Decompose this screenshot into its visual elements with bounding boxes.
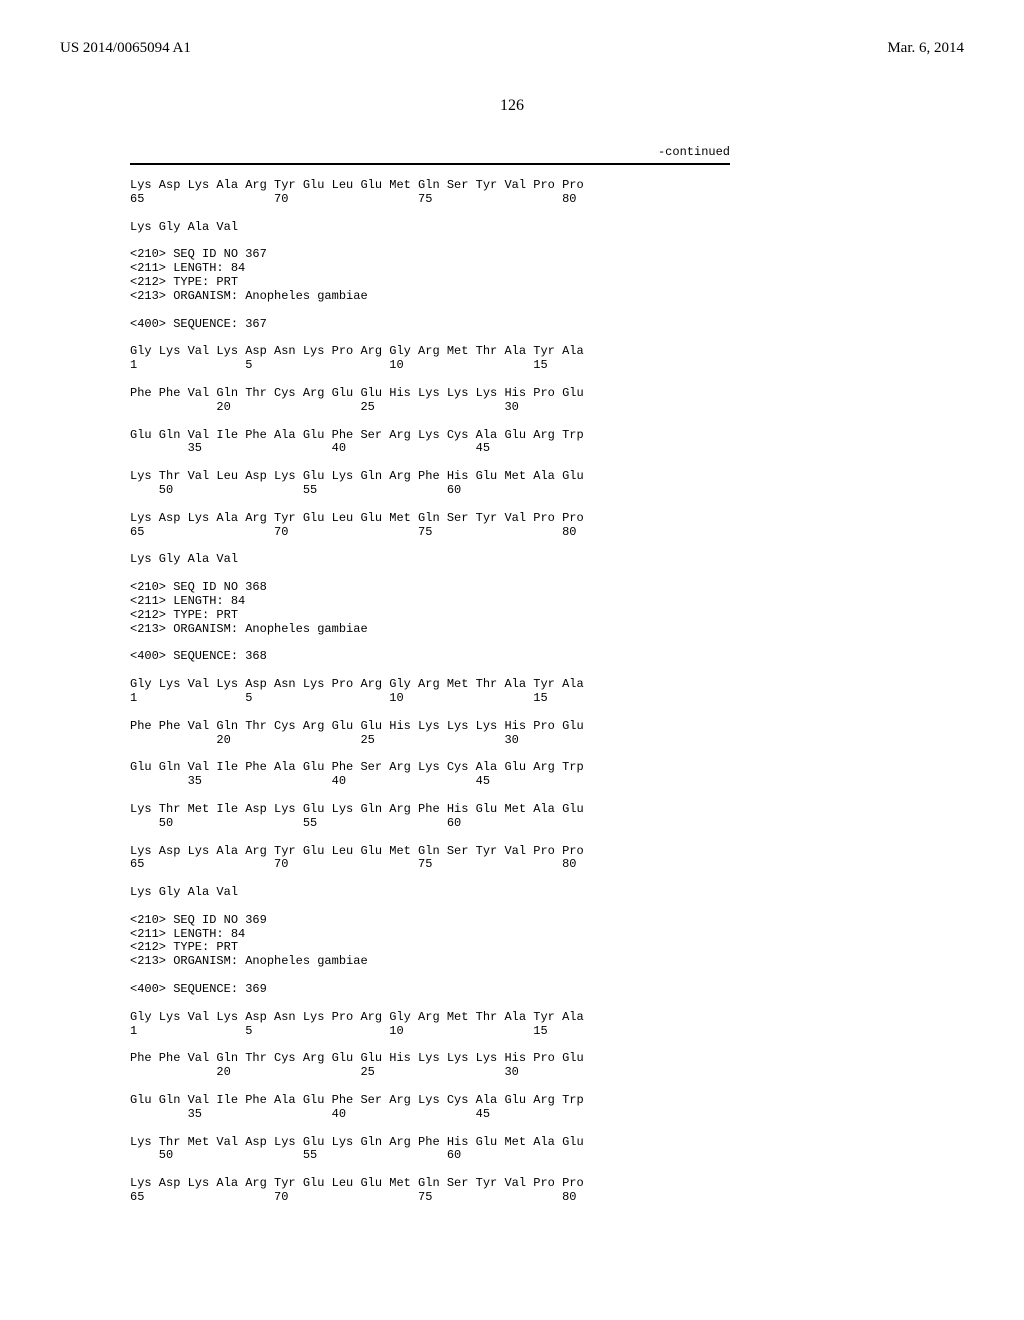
sequence-row: Lys Asp Lys Ala Arg Tyr Glu Leu Glu Met … (130, 1177, 964, 1205)
continued-label: -continued (130, 145, 730, 159)
sequence-meta: <210> SEQ ID NO 369 <211> LENGTH: 84 <21… (130, 914, 964, 969)
sequence-row: Lys Asp Lys Ala Arg Tyr Glu Leu Glu Met … (130, 512, 964, 540)
sequence-meta: <400> SEQUENCE: 367 (130, 318, 964, 332)
sequence-row: Gly Lys Val Lys Asp Asn Lys Pro Arg Gly … (130, 678, 964, 706)
sequence-row: Lys Asp Lys Ala Arg Tyr Glu Leu Glu Met … (130, 179, 964, 207)
sequence-row: Lys Gly Ala Val (130, 553, 964, 567)
sequence-listing: Lys Asp Lys Ala Arg Tyr Glu Leu Glu Met … (60, 179, 964, 1205)
sequence-meta: <400> SEQUENCE: 368 (130, 650, 964, 664)
page-header: US 2014/0065094 A1 Mar. 6, 2014 (60, 40, 964, 57)
sequence-row: Glu Gln Val Ile Phe Ala Glu Phe Ser Arg … (130, 1094, 964, 1122)
sequence-row: Lys Asp Lys Ala Arg Tyr Glu Leu Glu Met … (130, 845, 964, 873)
sequence-row: Lys Thr Met Ile Asp Lys Glu Lys Gln Arg … (130, 803, 964, 831)
sequence-row: Phe Phe Val Gln Thr Cys Arg Glu Glu His … (130, 1052, 964, 1080)
sequence-meta: <400> SEQUENCE: 369 (130, 983, 964, 997)
sequence-row: Phe Phe Val Gln Thr Cys Arg Glu Glu His … (130, 387, 964, 415)
sequence-row: Lys Thr Val Leu Asp Lys Glu Lys Gln Arg … (130, 470, 964, 498)
publication-date: Mar. 6, 2014 (887, 40, 964, 57)
sequence-row: Glu Gln Val Ile Phe Ala Glu Phe Ser Arg … (130, 429, 964, 457)
sequence-meta: <210> SEQ ID NO 367 <211> LENGTH: 84 <21… (130, 248, 964, 303)
sequence-row: Gly Lys Val Lys Asp Asn Lys Pro Arg Gly … (130, 345, 964, 373)
sequence-row: Gly Lys Val Lys Asp Asn Lys Pro Arg Gly … (130, 1011, 964, 1039)
sequence-row: Phe Phe Val Gln Thr Cys Arg Glu Glu His … (130, 720, 964, 748)
sequence-row: Lys Thr Met Val Asp Lys Glu Lys Gln Arg … (130, 1136, 964, 1164)
sequence-meta: <210> SEQ ID NO 368 <211> LENGTH: 84 <21… (130, 581, 964, 636)
page-number: 126 (60, 97, 964, 115)
publication-number: US 2014/0065094 A1 (60, 40, 191, 57)
divider (130, 163, 730, 165)
sequence-row: Lys Gly Ala Val (130, 886, 964, 900)
sequence-row: Lys Gly Ala Val (130, 221, 964, 235)
sequence-row: Glu Gln Val Ile Phe Ala Glu Phe Ser Arg … (130, 761, 964, 789)
